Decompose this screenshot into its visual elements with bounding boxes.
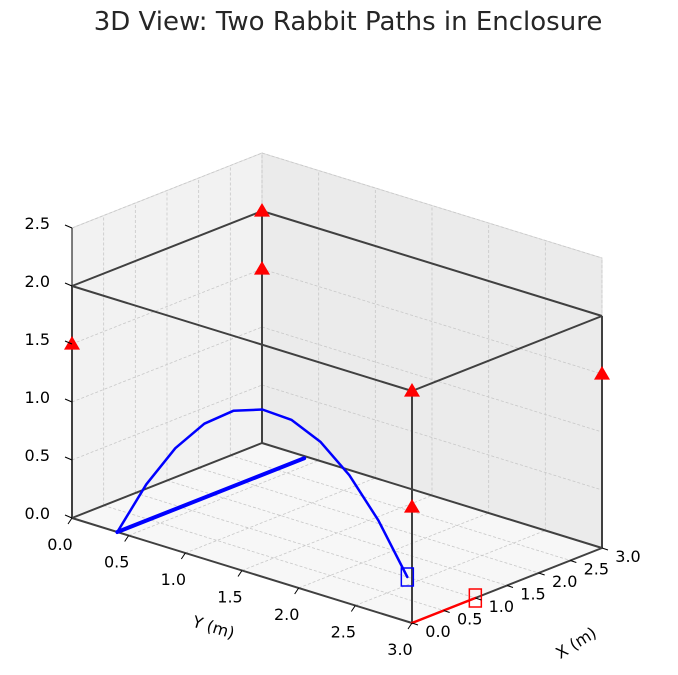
z-tick-mark — [64, 282, 73, 287]
y-tick-label: 0.5 — [104, 553, 129, 572]
y-tick-mark — [124, 535, 130, 542]
chart-title: 3D View: Two Rabbit Paths in Enclosure — [94, 7, 603, 37]
y-tick-mark — [180, 552, 186, 560]
series-0-line — [116, 408, 409, 579]
triangle-marker-1 — [254, 203, 270, 217]
x-tick-mark — [443, 610, 450, 613]
grid-line-x-floor — [103, 505, 444, 611]
enclosure-edge — [71, 285, 413, 392]
grid-line-z-right — [261, 152, 603, 259]
x-tick-mark — [601, 547, 609, 551]
grid-line-z-left — [71, 326, 263, 403]
z-tick-label: 0.5 — [25, 446, 50, 465]
grid-line-z-left — [71, 384, 263, 461]
grid-line-z-left — [71, 268, 263, 345]
x-axis-label: X (m) — [552, 623, 599, 662]
grid-line-z-left — [71, 152, 263, 229]
tick-labels: 0.0 0.5 1.0 1.5 2.0 2.5 3.0 0.0 0.5 1.0 1.5 2.0 2.5 3… — [25, 214, 641, 659]
triangle-marker-2 — [254, 261, 270, 275]
y-tick-mark — [407, 622, 413, 630]
y-tick-label: 1.0 — [161, 570, 186, 589]
z-tick-label: 1.5 — [25, 330, 50, 349]
enclosure-edge — [261, 442, 603, 549]
y-tick-mark — [67, 517, 73, 525]
x-tick-label: 1.0 — [489, 597, 514, 616]
z-tick-mark — [64, 398, 73, 403]
y-axis-label: Y (m) — [189, 612, 237, 643]
z-tick-label: 2.0 — [25, 272, 50, 291]
x-tick-mark — [506, 585, 514, 588]
z-tick-mark — [64, 514, 73, 519]
z-tick-mark — [64, 224, 73, 229]
grid-line-y-floor — [355, 530, 546, 606]
enclosure-edge — [71, 210, 263, 287]
series-2-end-marker — [468, 588, 483, 608]
z-tick-label: 1.0 — [25, 388, 50, 407]
x-tick-mark — [538, 572, 545, 576]
x-tick-mark — [570, 560, 577, 563]
grid-line-y-floor — [128, 460, 319, 536]
grid-line-z-right — [261, 384, 603, 491]
x-tick-label: 0.5 — [457, 610, 482, 629]
y-tick-label: 2.0 — [274, 605, 299, 624]
y-tick-label: 1.5 — [217, 588, 242, 607]
series-0-end-marker — [400, 567, 415, 587]
z-tick-label: 2.5 — [25, 214, 50, 233]
enclosure-edge — [71, 442, 263, 519]
enclosure-edge — [411, 315, 603, 392]
x-tick-label: 0.0 — [425, 622, 450, 641]
x-tick-label: 1.5 — [520, 585, 545, 604]
z-tick-mark — [64, 340, 73, 345]
triangle-marker-4 — [404, 499, 420, 513]
grid-line-y-floor — [241, 495, 433, 571]
marker-group — [64, 203, 610, 513]
triangle-marker-3 — [404, 383, 420, 397]
series-1-line — [115, 456, 307, 534]
triangle-marker-0 — [64, 336, 80, 350]
enclosure-edge — [261, 210, 603, 317]
x-tick-label: 3.0 — [615, 547, 640, 566]
z-tick-label: 0.0 — [25, 504, 50, 523]
x-tick-mark — [475, 597, 482, 601]
y-tick-label: 3.0 — [387, 640, 412, 659]
axes-panes — [70, 152, 604, 624]
grid-line-z-right — [261, 326, 603, 433]
grid-line-y-floor — [185, 477, 376, 554]
x-tick-label: 2.5 — [584, 560, 609, 579]
x-tick-label: 2.0 — [552, 572, 577, 591]
z-tick-mark — [64, 456, 73, 461]
y-tick-mark — [237, 570, 243, 577]
x-tick-mark — [411, 622, 419, 626]
y-tick-label: 0.0 — [47, 535, 72, 554]
y-tick-label: 2.5 — [331, 623, 356, 642]
y-tick-mark — [350, 605, 356, 612]
triangle-marker-5 — [594, 366, 610, 380]
grid-line-z-right — [261, 268, 603, 375]
y-tick-mark — [294, 587, 300, 595]
grid-line-x-floor — [135, 492, 476, 599]
